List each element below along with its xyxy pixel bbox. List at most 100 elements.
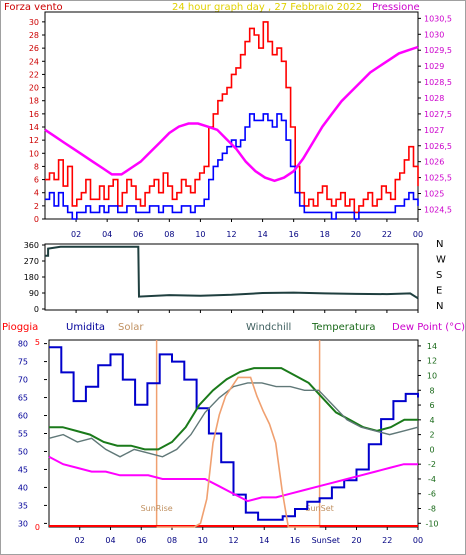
temperature-series-line <box>49 367 418 451</box>
wind-y-tick-label: 28 <box>29 31 39 40</box>
pressure-y-tick-label: 1024,5 <box>424 205 452 214</box>
wind-y-tick-label: 18 <box>29 97 39 106</box>
time-x-tick-label: 00 <box>413 230 423 239</box>
wind-y-tick-label: 4 <box>34 189 39 198</box>
humidity-y-tick-label: 75 <box>18 358 28 367</box>
time-x-tick-label: 16 <box>289 230 299 239</box>
humidity-y-tick-label: 45 <box>18 465 28 474</box>
wind-y-tick-label: 12 <box>29 136 39 145</box>
wind-y-tick-label: 0 <box>34 215 39 224</box>
humidity-y-tick-label: 70 <box>18 376 28 385</box>
humidity-y-tick-label: 40 <box>18 483 28 492</box>
wind-y-tick-label: 20 <box>29 84 39 93</box>
humidity-y-tick-label: 60 <box>18 412 28 421</box>
temp-y-tick-label: -4 <box>428 475 436 484</box>
temp-y-tick-label: 10 <box>427 371 437 380</box>
bottom-x-tick-label: SunSet <box>312 536 340 545</box>
humidity-y-tick-label: 35 <box>18 501 28 510</box>
time-x-tick-label: 06 <box>133 230 143 239</box>
time-x-tick-label: 08 <box>164 230 174 239</box>
chart-title: 24 hour graph day , 27 Febbraio 2022 <box>172 2 362 13</box>
temp-y-tick-label: 8 <box>429 386 434 395</box>
pressure-y-tick-label: 1029 <box>424 62 444 71</box>
bottom-x-tick-label: 16 <box>290 536 300 545</box>
dewpoint-label: Dew Point (°C) <box>392 322 465 333</box>
temp-y-tick-label: 4 <box>429 416 434 425</box>
sunrise-label: SunRise <box>141 504 173 513</box>
humidity-y-tick-label: 55 <box>18 430 28 439</box>
rain-axis-label: Pioggia <box>2 322 38 333</box>
temp-y-tick-label: -6 <box>428 490 436 499</box>
solar-label: Solar <box>118 322 144 333</box>
wind-pressure-plot-area <box>44 11 419 220</box>
humidity-y-tick-label: 30 <box>18 519 28 528</box>
time-x-tick-label: 18 <box>320 230 330 239</box>
temperature-plot-area <box>48 339 419 528</box>
pressure-y-tick-label: 1029,5 <box>424 46 452 55</box>
bottom-x-tick-label: 00 <box>413 536 423 545</box>
humidity-series-line <box>49 346 419 521</box>
compass-label: W <box>436 255 446 266</box>
wind-y-tick-label: 30 <box>29 18 39 27</box>
wind-y-tick-label: 8 <box>34 162 39 171</box>
temp-y-tick-label: 6 <box>429 401 434 410</box>
time-x-tick-label: 04 <box>102 230 112 239</box>
windchill-label: Windchill <box>246 322 291 333</box>
windchill-series-line <box>48 382 419 458</box>
solar-series-line <box>156 376 320 528</box>
direction-degree-label: 90 <box>29 289 39 298</box>
humidity-axis-label: Umidita <box>66 322 105 333</box>
dewpoint-series-line <box>48 455 418 503</box>
temperature-label: Temperatura <box>311 322 376 333</box>
time-x-tick-label: 02 <box>71 230 81 239</box>
temp-y-tick-label: -8 <box>428 505 436 514</box>
temp-y-tick-label: 2 <box>429 431 434 440</box>
time-x-tick-label: 22 <box>382 230 392 239</box>
bottom-x-tick-label: 22 <box>382 536 392 545</box>
wind-y-tick-label: 14 <box>29 123 39 132</box>
pressure-y-tick-label: 1027,5 <box>424 110 452 119</box>
humidity-y-tick-label: 50 <box>18 447 28 456</box>
pressure-axis-label: Pressione <box>372 2 420 13</box>
direction-degree-label: 0 <box>34 305 39 314</box>
temp-y-tick-label: 12 <box>427 357 437 366</box>
pressure-y-tick-label: 1030,5 <box>424 14 452 23</box>
bottom-x-tick-label: 10 <box>198 536 208 545</box>
temperature-humidity-plot: 303540455055606570758005-10-8-6-4-202468… <box>18 338 439 545</box>
bottom-x-tick-label: 04 <box>105 536 115 545</box>
time-x-tick-label: 20 <box>351 230 361 239</box>
wind-y-tick-label: 16 <box>29 110 39 119</box>
pressure-y-tick-label: 1025,5 <box>424 174 452 183</box>
wind-y-tick-label: 2 <box>34 202 39 211</box>
bottom-x-tick-label: 20 <box>351 536 361 545</box>
temp-y-tick-label: -2 <box>428 460 436 469</box>
temp-y-tick-label: 0 <box>429 445 434 454</box>
humidity-y-tick-label: 65 <box>18 394 28 403</box>
bottom-x-tick-label: 02 <box>75 536 85 545</box>
humidity-y-tick-label: 80 <box>18 340 28 349</box>
bottom-x-tick-label: 14 <box>259 536 269 545</box>
compass-label: E <box>436 286 442 297</box>
pressure-y-tick-label: 1026 <box>424 158 444 167</box>
direction-plot-area <box>44 243 419 311</box>
direction-degree-label: 270 <box>24 257 39 266</box>
bottom-x-tick-label: 06 <box>136 536 146 545</box>
compass-label: N <box>436 301 443 312</box>
time-x-tick-label: 14 <box>257 230 267 239</box>
wind-y-tick-label: 22 <box>29 70 39 79</box>
wind-y-tick-label: 6 <box>34 176 39 185</box>
pressure-series-line <box>44 45 419 183</box>
pressure-y-tick-label: 1028,5 <box>424 78 452 87</box>
rain-y-tick-label: 5 <box>35 338 40 347</box>
temp-y-tick-label: 14 <box>427 342 437 351</box>
wind-y-tick-label: 10 <box>29 149 39 158</box>
pressure-y-tick-label: 1028 <box>424 94 444 103</box>
rain-y-tick-label: 0 <box>35 523 40 532</box>
wind-series-line <box>45 113 419 220</box>
bottom-x-tick-label: 08 <box>167 536 177 545</box>
bottom-x-tick-label: 12 <box>228 536 238 545</box>
compass-label: N <box>436 239 443 250</box>
wind-pressure-plot: 0246810121416182022242628301024,51025102… <box>29 14 452 239</box>
